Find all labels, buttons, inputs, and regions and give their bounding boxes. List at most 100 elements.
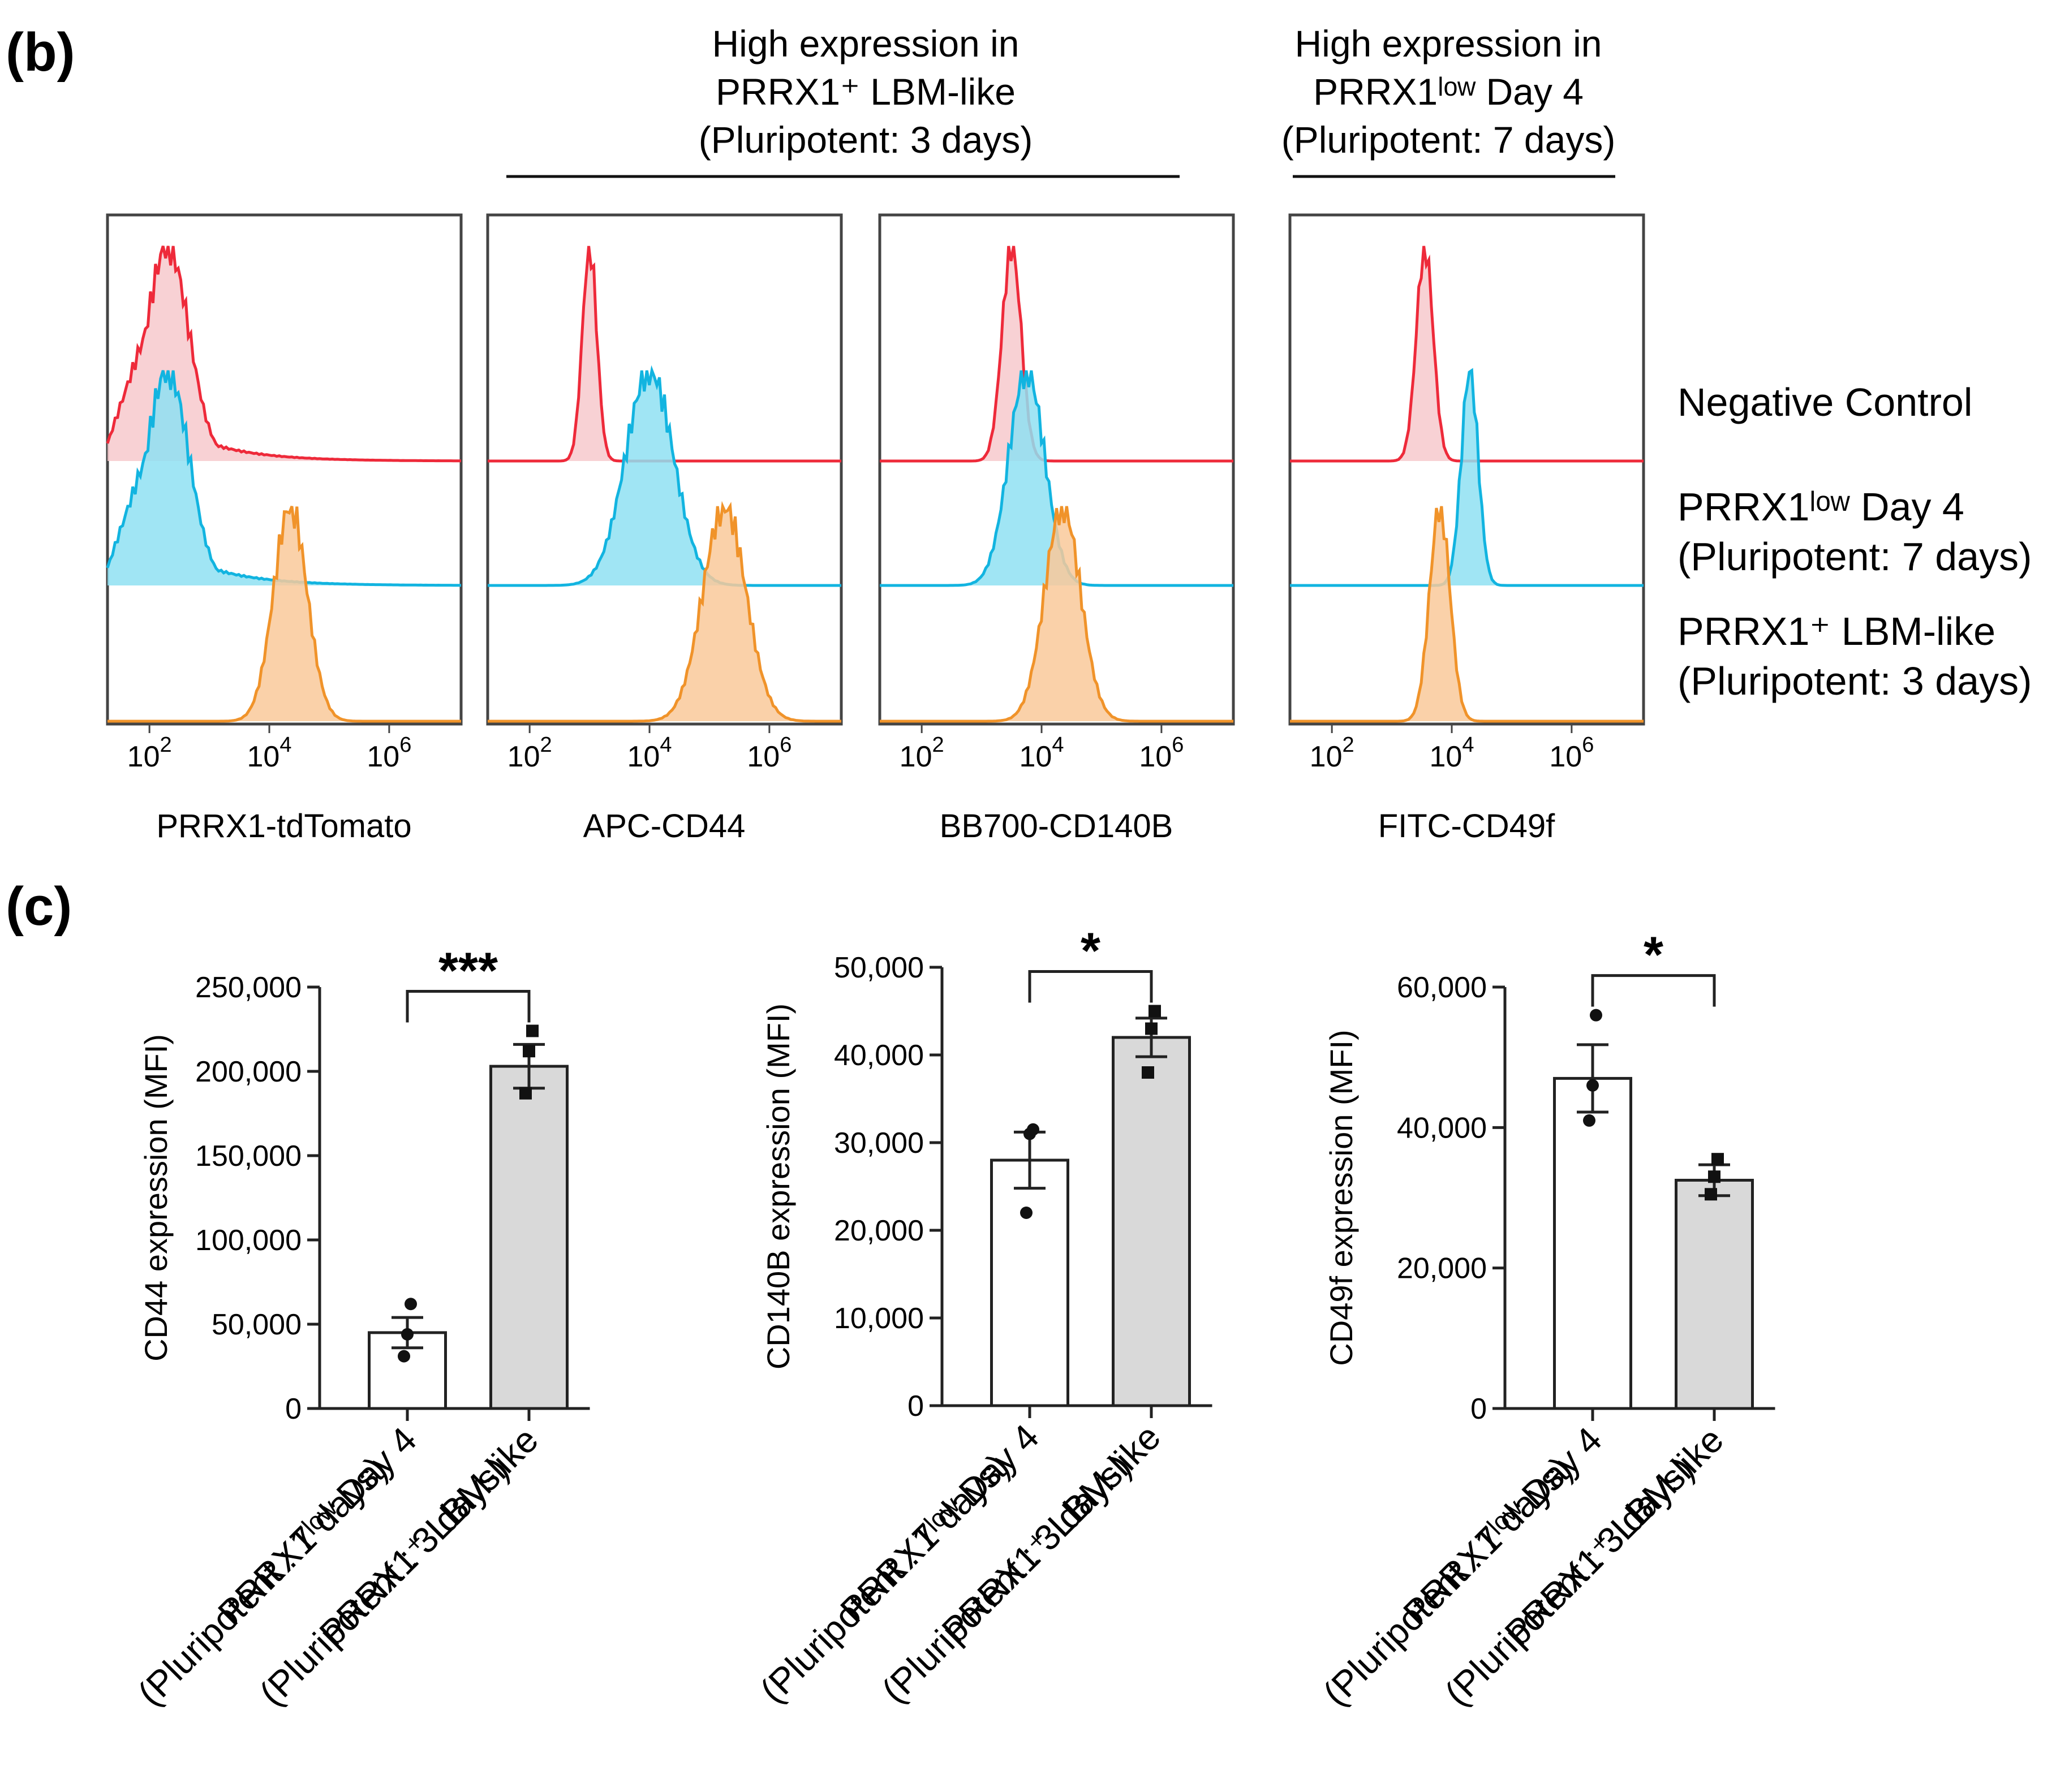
group-header-line: PRRX1ˡᵒʷ Day 4 — [1313, 71, 1584, 113]
y-tick-label: 150,000 — [195, 1140, 302, 1173]
histogram-fill-1 — [107, 371, 461, 585]
legend-lbm: PRRX1⁺ LBM-like — [1677, 609, 1995, 653]
significance-label: *** — [438, 942, 498, 999]
histogram-tick-label: 102 — [507, 733, 552, 773]
data-point — [523, 1045, 535, 1058]
significance-label: * — [1081, 923, 1100, 980]
y-tick-label: 200,000 — [195, 1056, 302, 1088]
data-point — [1145, 1022, 1158, 1035]
histogram-xlabel: BB700-CD140B — [940, 808, 1173, 845]
histogram-fill-2 — [488, 506, 841, 721]
histogram-tick-label: 102 — [900, 733, 944, 773]
histogram-tick-label: 102 — [1310, 733, 1354, 773]
histogram-panel-cd44: 102 104 106 APC-CD44 — [486, 213, 843, 845]
legend-day4: PRRX1ˡᵒʷ Day 4 — [1677, 485, 1964, 529]
histogram-line-2 — [1290, 506, 1644, 723]
histogram-tick-label: 104 — [1020, 733, 1064, 773]
bar-chart-cd49f: 0 20,000 40,000 60,000 CD49f expression (MFI… — [1315, 927, 1775, 1713]
histogram-line-2 — [488, 501, 841, 723]
data-point — [1142, 1066, 1154, 1079]
bar — [1675, 1178, 1754, 1410]
histogram-fill-0 — [107, 246, 461, 461]
y-tick-label: 0 — [907, 1390, 924, 1423]
y-tick-label: 50,000 — [834, 951, 924, 984]
significance-label: * — [1644, 927, 1663, 984]
significance-bracket — [1028, 970, 1153, 1003]
histogram-plot: 102 104 106 — [488, 245, 841, 773]
y-tick-label: 60,000 — [1397, 971, 1487, 1004]
y-tick-label: 40,000 — [834, 1039, 924, 1072]
y-tick-label: 40,000 — [1397, 1112, 1487, 1144]
data-point — [1711, 1153, 1724, 1166]
y-tick-label: 30,000 — [834, 1127, 924, 1160]
data-point — [1027, 1123, 1039, 1136]
histogram-xlabel: APC-CD44 — [583, 808, 746, 845]
group-header-lbm: High expression in PRRX1⁺ LBM-like (Plur… — [506, 23, 1180, 178]
histogram-plot: 102 104 106 — [880, 245, 1233, 773]
legend-negative-control: Negative Control — [1677, 380, 1972, 424]
group-header-line: High expression in — [1295, 23, 1602, 64]
histogram-xlabel: PRRX1-tdTomato — [156, 808, 411, 845]
bar — [1553, 1076, 1632, 1410]
group-header-line: PRRX1⁺ LBM-like — [716, 71, 1016, 113]
legend-day4-sub: (Pluripotent: 7 days) — [1677, 535, 2032, 579]
data-point — [405, 1298, 417, 1311]
histogram-line-2 — [107, 506, 461, 723]
histogram-fill-1 — [488, 371, 841, 585]
histogram-plot: 102 104 106 — [1290, 245, 1644, 773]
bar-chart-cd140b: 0 10,000 20,000 30,000 40,000 50,000 CD140B ex… — [752, 923, 1212, 1711]
histogram-tick-label: 104 — [1430, 733, 1474, 773]
data-point — [519, 1087, 532, 1100]
group-header-day4: High expression in PRRX1ˡᵒʷ Day 4 (Pluri… — [1281, 23, 1615, 178]
histogram-frame — [1288, 213, 1645, 726]
data-point — [1020, 1207, 1033, 1219]
significance-bracket — [1591, 974, 1716, 1007]
histogram-line-0 — [106, 245, 461, 463]
data-point — [1586, 1079, 1599, 1092]
data-point — [1705, 1188, 1717, 1201]
histogram-xlabel: FITC-CD49f — [1378, 808, 1555, 845]
histogram-panel-cd49f: 102 104 106 FITC-CD49f — [1288, 213, 1645, 845]
x-category-label: (Pluripotent : 3 days) — [874, 1446, 1138, 1711]
histogram-tick-label: 106 — [1549, 733, 1594, 773]
y-axis-label: CD44 expression (MFI) — [138, 1034, 174, 1362]
panel-c-label: (c) — [6, 876, 72, 937]
histogram-frame — [878, 213, 1235, 726]
histogram-fill-2 — [880, 506, 1233, 721]
y-axis-label: CD140B expression (MFI) — [760, 1003, 796, 1369]
histogram-line-1 — [488, 365, 841, 587]
histogram-frame — [106, 213, 463, 726]
data-point — [1583, 1114, 1595, 1127]
y-tick-label: 0 — [1470, 1393, 1487, 1425]
histogram-panel-tdtomato: 102 104 106 PRRX1-tdTomato — [106, 213, 463, 845]
y-tick-label: 20,000 — [834, 1214, 924, 1247]
y-tick-label: 100,000 — [195, 1224, 302, 1257]
panel-b-label: (b) — [6, 22, 75, 83]
histogram-frame — [486, 213, 843, 726]
legend: Negative Control PRRX1ˡᵒʷ Day 4 (Pluripo… — [1677, 380, 2032, 703]
bar — [990, 1158, 1069, 1407]
data-point — [1708, 1170, 1720, 1183]
data-point — [1149, 1005, 1161, 1018]
histogram-fill-0 — [880, 246, 1233, 461]
histogram-tick-label: 104 — [247, 733, 292, 773]
bar-chart-cd44: 0 50,000 100,000 150,000 200,000 250,000 CD44 … — [130, 942, 590, 1713]
y-tick-label: 20,000 — [1397, 1252, 1487, 1285]
histogram-plot: 102 104 106 — [106, 245, 461, 773]
histogram-line-2 — [880, 506, 1233, 723]
significance-bracket — [406, 989, 531, 1023]
y-tick-label: 10,000 — [834, 1302, 924, 1335]
data-point — [398, 1350, 410, 1363]
x-category-label: (Pluripotent : 3 days) — [251, 1449, 516, 1713]
histogram-tick-label: 106 — [747, 733, 792, 773]
histogram-tick-label: 106 — [367, 733, 411, 773]
bar — [1112, 1036, 1191, 1407]
data-point — [401, 1328, 414, 1341]
histogram-fill-1 — [1290, 371, 1644, 585]
histogram-tick-label: 106 — [1139, 733, 1184, 773]
group-header-line: (Pluripotent: 3 days) — [699, 119, 1033, 161]
bar — [489, 1065, 569, 1410]
histogram-tick-label: 102 — [127, 733, 172, 773]
